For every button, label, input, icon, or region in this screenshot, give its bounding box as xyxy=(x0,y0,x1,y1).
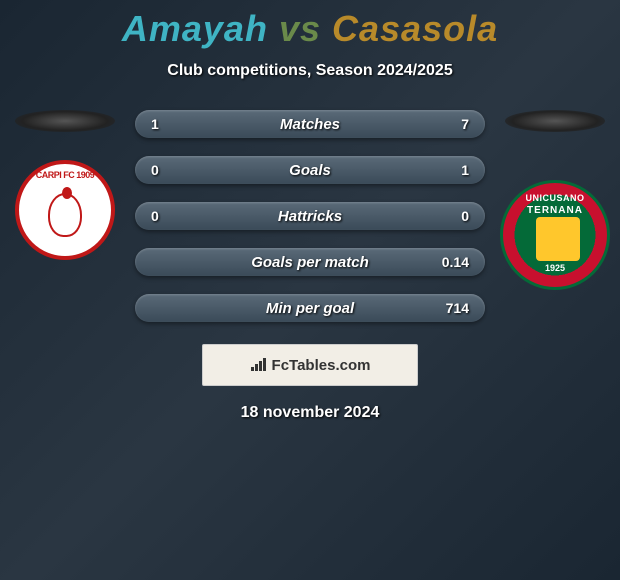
watermark: FcTables.com xyxy=(202,344,418,386)
watermark-text: FcTables.com xyxy=(272,357,371,374)
stat-bar-matches: 1 Matches 7 xyxy=(135,110,485,138)
team-crest-right: UNICUSANO TERNANA 1925 xyxy=(500,180,610,290)
team-crest-left: CARPI FC 1909 xyxy=(15,160,115,260)
subtitle: Club competitions, Season 2024/2025 xyxy=(0,62,620,80)
stat-bar-goals-per-match: Goals per match 0.14 xyxy=(135,248,485,276)
left-shadow xyxy=(15,110,115,132)
comparison-row: CARPI FC 1909 1 Matches 7 0 Goals 1 0 Ha… xyxy=(0,110,620,322)
stat-label: Min per goal xyxy=(135,300,485,317)
stat-label: Matches xyxy=(135,116,485,133)
crest-left-ring-text: CARPI FC 1909 xyxy=(19,170,111,180)
stat-bar-hattricks: 0 Hattricks 0 xyxy=(135,202,485,230)
stat-bars: 1 Matches 7 0 Goals 1 0 Hattricks 0 Goal… xyxy=(135,110,485,322)
crest-right-text-main: TERNANA xyxy=(503,205,607,216)
stat-bar-min-per-goal: Min per goal 714 xyxy=(135,294,485,322)
date-line: 18 november 2024 xyxy=(0,404,620,422)
stat-bar-goals: 0 Goals 1 xyxy=(135,156,485,184)
crest-left-emblem xyxy=(48,193,82,237)
right-shadow xyxy=(505,110,605,132)
stat-label: Hattricks xyxy=(135,208,485,225)
page-title: Amayah vs Casasola xyxy=(0,0,620,50)
crest-right-emblem xyxy=(536,217,580,261)
left-column: CARPI FC 1909 xyxy=(5,110,125,260)
right-column: UNICUSANO TERNANA 1925 xyxy=(495,110,615,290)
crest-right-year: 1925 xyxy=(503,263,607,273)
title-vs: vs xyxy=(279,8,321,49)
stat-label: Goals xyxy=(135,162,485,179)
crest-right-text-top: UNICUSANO xyxy=(503,193,607,203)
title-player1: Amayah xyxy=(122,8,268,49)
title-player2: Casasola xyxy=(332,8,498,49)
chart-icon xyxy=(250,358,268,372)
stat-label: Goals per match xyxy=(135,254,485,271)
